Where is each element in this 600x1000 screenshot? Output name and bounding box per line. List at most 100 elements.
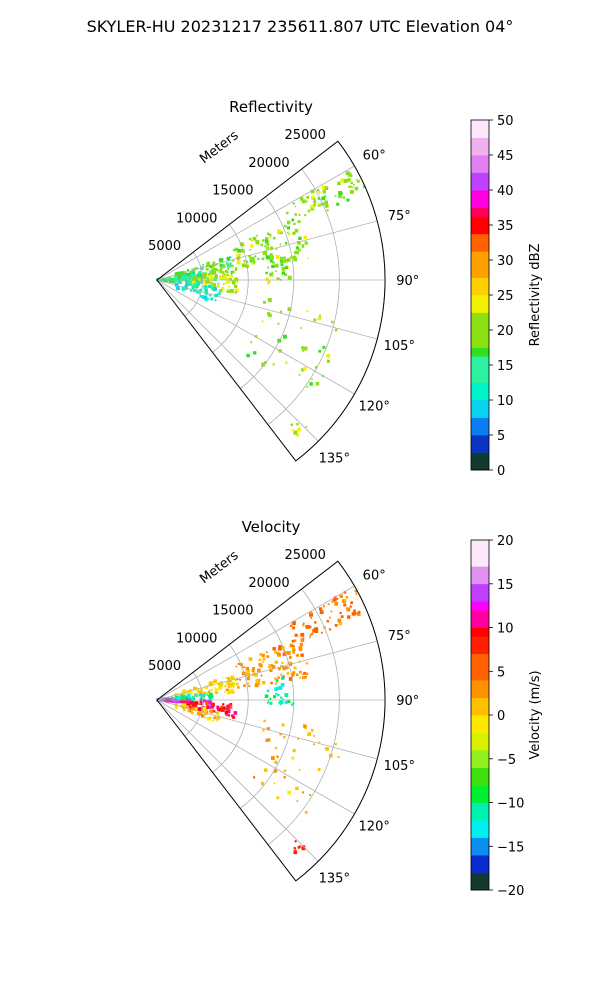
echo-pixel	[313, 318, 317, 322]
colorbar-segment	[471, 863, 489, 873]
echo-pixel	[208, 681, 213, 686]
echo-pixel	[283, 649, 285, 651]
echo-pixel	[215, 711, 217, 714]
echo-pixel	[299, 676, 302, 679]
echo-pixel	[281, 676, 285, 680]
colorbar-tick-label: −20	[497, 884, 524, 899]
echo-pixel	[262, 239, 265, 242]
echo-pixel	[295, 246, 299, 250]
echo-pixel	[232, 686, 235, 689]
echo-pixel	[291, 218, 295, 222]
echo-pixel	[319, 314, 321, 317]
echo-pixel	[352, 186, 354, 189]
colorbar: −20 −15 −10 −5 0 5 10 15 20 Velocity (m/s)	[470, 534, 543, 899]
echo-pixel	[289, 655, 292, 659]
echo-pixel	[324, 186, 329, 190]
echo-pixel	[267, 298, 272, 303]
echo-pixel	[188, 705, 193, 710]
echo-pixel	[201, 688, 204, 691]
echo-pixel	[321, 631, 323, 634]
colorbar-segment	[471, 303, 489, 313]
echo-pixel	[196, 690, 199, 693]
echo-pixel	[223, 283, 225, 285]
colorbar-label: Reflectivity dBZ	[528, 244, 543, 347]
echo-pixel	[317, 189, 320, 192]
echo-pixel	[234, 679, 237, 681]
echo-pixel	[234, 268, 238, 271]
echo-pixel	[262, 680, 266, 685]
echo-pixel	[217, 285, 220, 288]
echo-pixel	[297, 846, 301, 849]
radial-axis-label: Meters	[197, 128, 242, 167]
echo-pixel	[331, 600, 334, 603]
echo-pixel	[210, 702, 215, 707]
echo-layer	[156, 590, 361, 855]
echo-pixel	[187, 699, 191, 703]
echo-pixel	[203, 275, 207, 279]
echo-pixel	[210, 269, 214, 273]
echo-pixel	[255, 335, 258, 338]
echo-pixel	[232, 248, 235, 252]
echo-pixel	[239, 249, 243, 253]
echo-pixel	[220, 705, 223, 709]
echo-pixel	[237, 686, 240, 689]
colorbar-segment	[471, 828, 489, 838]
colorbar-segment	[471, 785, 489, 795]
echo-pixel	[204, 710, 207, 714]
echo-pixel	[283, 769, 287, 773]
echo-pixel	[275, 683, 277, 685]
echo-pixel	[266, 232, 270, 235]
echo-pixel	[210, 705, 214, 709]
echo-pixel	[290, 423, 293, 426]
echo-pixel	[222, 277, 226, 281]
azimuth-tick-label: 75°	[388, 629, 411, 644]
echo-pixel	[176, 693, 179, 697]
echo-pixel	[230, 273, 233, 275]
echo-pixel	[269, 697, 272, 700]
azimuth-tick-label: 120°	[359, 819, 390, 834]
echo-pixel	[292, 671, 296, 675]
echo-pixel	[280, 701, 283, 704]
azimuth-tick-label: 60°	[363, 569, 386, 584]
echo-pixel	[228, 275, 231, 278]
echo-pixel	[294, 840, 297, 843]
colorbar-segment	[471, 837, 489, 847]
echo-pixel	[185, 700, 188, 703]
echo-pixel	[195, 284, 198, 287]
echo-pixel	[288, 677, 293, 681]
colorbar-segment	[471, 400, 489, 410]
echo-pixel	[268, 233, 272, 237]
echo-pixel	[225, 677, 228, 679]
echo-pixel	[219, 289, 223, 293]
echo-pixel	[286, 220, 291, 225]
colorbar-segment	[471, 758, 489, 768]
echo-pixel	[273, 782, 276, 785]
echo-pixel	[291, 703, 293, 706]
panels: Reflectivity500010000150002000025000Mete…	[148, 98, 543, 899]
colorbar-segment	[471, 811, 489, 821]
echo-pixel	[278, 645, 282, 649]
echo-pixel	[227, 714, 231, 717]
echo-pixel	[208, 710, 210, 713]
echo-pixel	[282, 698, 285, 701]
echo-pixel	[228, 285, 231, 288]
echo-pixel	[297, 738, 299, 740]
echo-pixel	[334, 601, 339, 606]
echo-pixel	[236, 278, 239, 280]
colorbar-segment	[471, 260, 489, 270]
echo-pixel	[212, 261, 216, 264]
echo-pixel	[220, 708, 225, 712]
echo-pixel	[347, 172, 352, 177]
echo-pixel	[217, 708, 220, 711]
echo-pixel	[303, 346, 308, 351]
range-ring	[240, 616, 295, 809]
echo-pixel	[279, 310, 283, 313]
echo-pixel	[330, 610, 333, 613]
echo-pixel	[232, 270, 235, 274]
echo-pixel	[261, 320, 264, 323]
echo-pixel	[315, 630, 319, 634]
echo-pixel	[253, 776, 256, 779]
echo-pixel	[269, 236, 271, 239]
azimuth-tick-label: 135°	[319, 871, 350, 886]
colorbar-segment	[471, 872, 489, 882]
